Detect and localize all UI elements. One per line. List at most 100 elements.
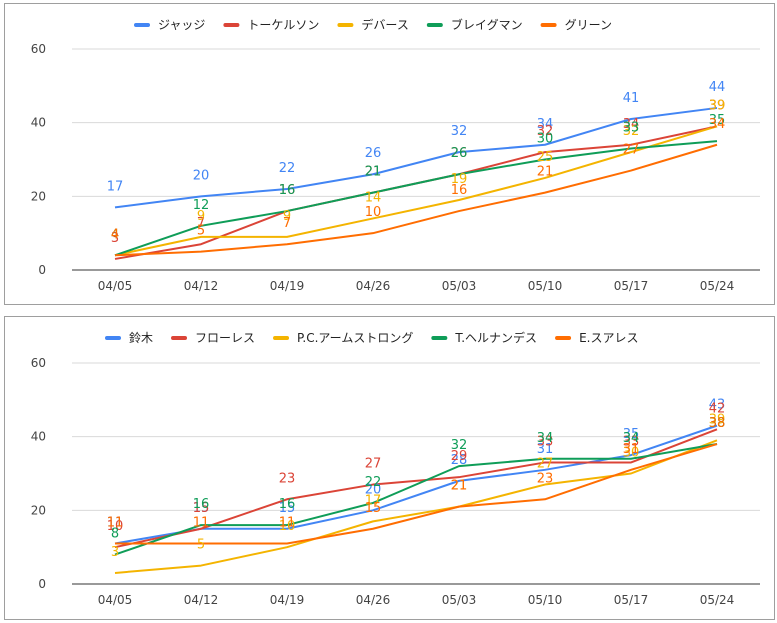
data-label: 11	[107, 515, 124, 530]
data-label: 12	[193, 198, 210, 213]
x-tick-label: 04/26	[356, 593, 391, 607]
x-tick-label: 05/03	[442, 593, 477, 607]
legend-label: 鈴木	[129, 330, 153, 345]
data-label: 21	[537, 165, 554, 180]
series-line	[114, 106, 718, 209]
data-label: 4	[111, 227, 119, 242]
data-label: 35	[709, 113, 726, 128]
data-label: 23	[537, 471, 554, 486]
data-label: 5	[197, 224, 205, 239]
data-label: 11	[193, 515, 210, 530]
y-tick-label: 0	[38, 263, 46, 277]
data-label: 16	[279, 183, 296, 198]
y-tick-label: 20	[31, 189, 46, 203]
x-tick-label: 04/12	[184, 593, 219, 607]
data-label: 30	[537, 132, 554, 147]
data-label: 26	[365, 146, 382, 161]
data-label: 10	[279, 519, 296, 534]
data-label: 15	[365, 501, 382, 516]
data-label: 4	[111, 227, 119, 242]
data-label: 32	[537, 124, 554, 139]
data-label: 22	[279, 161, 296, 176]
data-label: 7	[197, 216, 205, 231]
series-line	[114, 428, 718, 549]
data-label: 11	[107, 515, 124, 530]
data-label: 34	[709, 117, 726, 132]
data-label: 21	[365, 165, 382, 180]
data-label: 9	[197, 209, 205, 224]
data-label: 14	[365, 190, 382, 205]
data-label: 33	[623, 434, 640, 449]
legend-item: フローレス	[171, 331, 255, 345]
legend-label: E.スアレス	[579, 331, 638, 345]
data-label: 39	[709, 98, 726, 113]
data-label: 33	[623, 120, 640, 135]
x-tick-label: 05/17	[614, 279, 649, 293]
legend-item: T.ヘルナンデス	[431, 330, 537, 345]
data-label: 26	[451, 146, 468, 161]
data-label: 16	[193, 497, 210, 512]
data-label: 28	[451, 453, 468, 468]
data-label: 42	[709, 401, 726, 416]
legend-label: デバース	[361, 17, 408, 32]
data-label: 9	[283, 209, 291, 224]
legend-label: ジャッジ	[158, 18, 205, 32]
data-label: 44	[709, 80, 726, 95]
data-label: 11	[279, 515, 296, 530]
y-tick-label: 60	[31, 42, 46, 56]
data-label: 32	[451, 438, 468, 453]
data-label: 41	[623, 91, 640, 106]
data-label: 23	[279, 471, 296, 486]
data-label: 27	[365, 457, 382, 472]
data-label: 5	[197, 538, 205, 553]
data-label: 32	[451, 124, 468, 139]
y-tick-label: 0	[38, 577, 46, 591]
chart-panel-top: 0 20 40 60 04/05 04/12 04/19 04/26 05/03 05/10 05/…	[4, 3, 775, 305]
gridlines	[72, 48, 760, 271]
line-chart-top: 0 20 40 60 04/05 04/12 04/19 04/26 05/03 05/10 05/…	[31, 17, 760, 293]
series-line	[115, 443, 718, 545]
data-label: 17	[107, 179, 124, 194]
x-tick-label: 05/24	[700, 593, 735, 607]
data-label: 26	[451, 146, 468, 161]
x-tick-label: 04/12	[184, 279, 219, 293]
data-label: 15	[193, 501, 210, 516]
data-label: 16	[279, 497, 296, 512]
data-label: 21	[451, 479, 468, 494]
data-label: 31	[537, 442, 554, 457]
legend-item: ブレイグマン	[426, 17, 523, 32]
legend-label: T.ヘルナンデス	[454, 330, 537, 345]
legend-item: E.スアレス	[555, 331, 638, 345]
data-label: 19	[451, 172, 468, 187]
legend-label: トーケルソン	[247, 18, 319, 32]
legend-item: P.C.アームストロング	[273, 331, 413, 345]
data-label: 30	[623, 446, 640, 461]
data-label: 31	[623, 442, 640, 457]
legend-item: デバース	[337, 17, 409, 32]
x-tick-label: 05/10	[528, 593, 563, 607]
data-label: 15	[193, 501, 210, 516]
x-tick-label: 05/17	[614, 593, 649, 607]
data-label: 38	[709, 416, 726, 431]
data-label: 33	[537, 434, 554, 449]
data-label: 20	[365, 482, 382, 497]
data-label: 34	[623, 117, 640, 132]
y-tick-label: 20	[31, 503, 46, 517]
data-label: 8	[111, 527, 119, 542]
legend: 鈴木 フローレス P.C.アームストロング T.ヘルナンデス E.スアレス	[105, 330, 638, 345]
data-label: 10	[107, 519, 124, 534]
x-tick-label: 05/10	[528, 279, 563, 293]
legend-label: ブレイグマン	[451, 17, 523, 32]
series-line	[114, 143, 718, 257]
legend-label: グリーン	[565, 18, 612, 32]
data-label: 22	[365, 475, 382, 490]
y-tick-label: 40	[31, 116, 46, 130]
data-label: 35	[623, 427, 640, 442]
data-label: 3	[111, 545, 119, 560]
series-line	[114, 140, 718, 257]
data-label: 38	[709, 416, 726, 431]
data-label: 15	[279, 501, 296, 516]
data-label: 34	[537, 431, 554, 446]
data-label: 3	[111, 231, 119, 246]
data-label: 34	[537, 117, 554, 132]
